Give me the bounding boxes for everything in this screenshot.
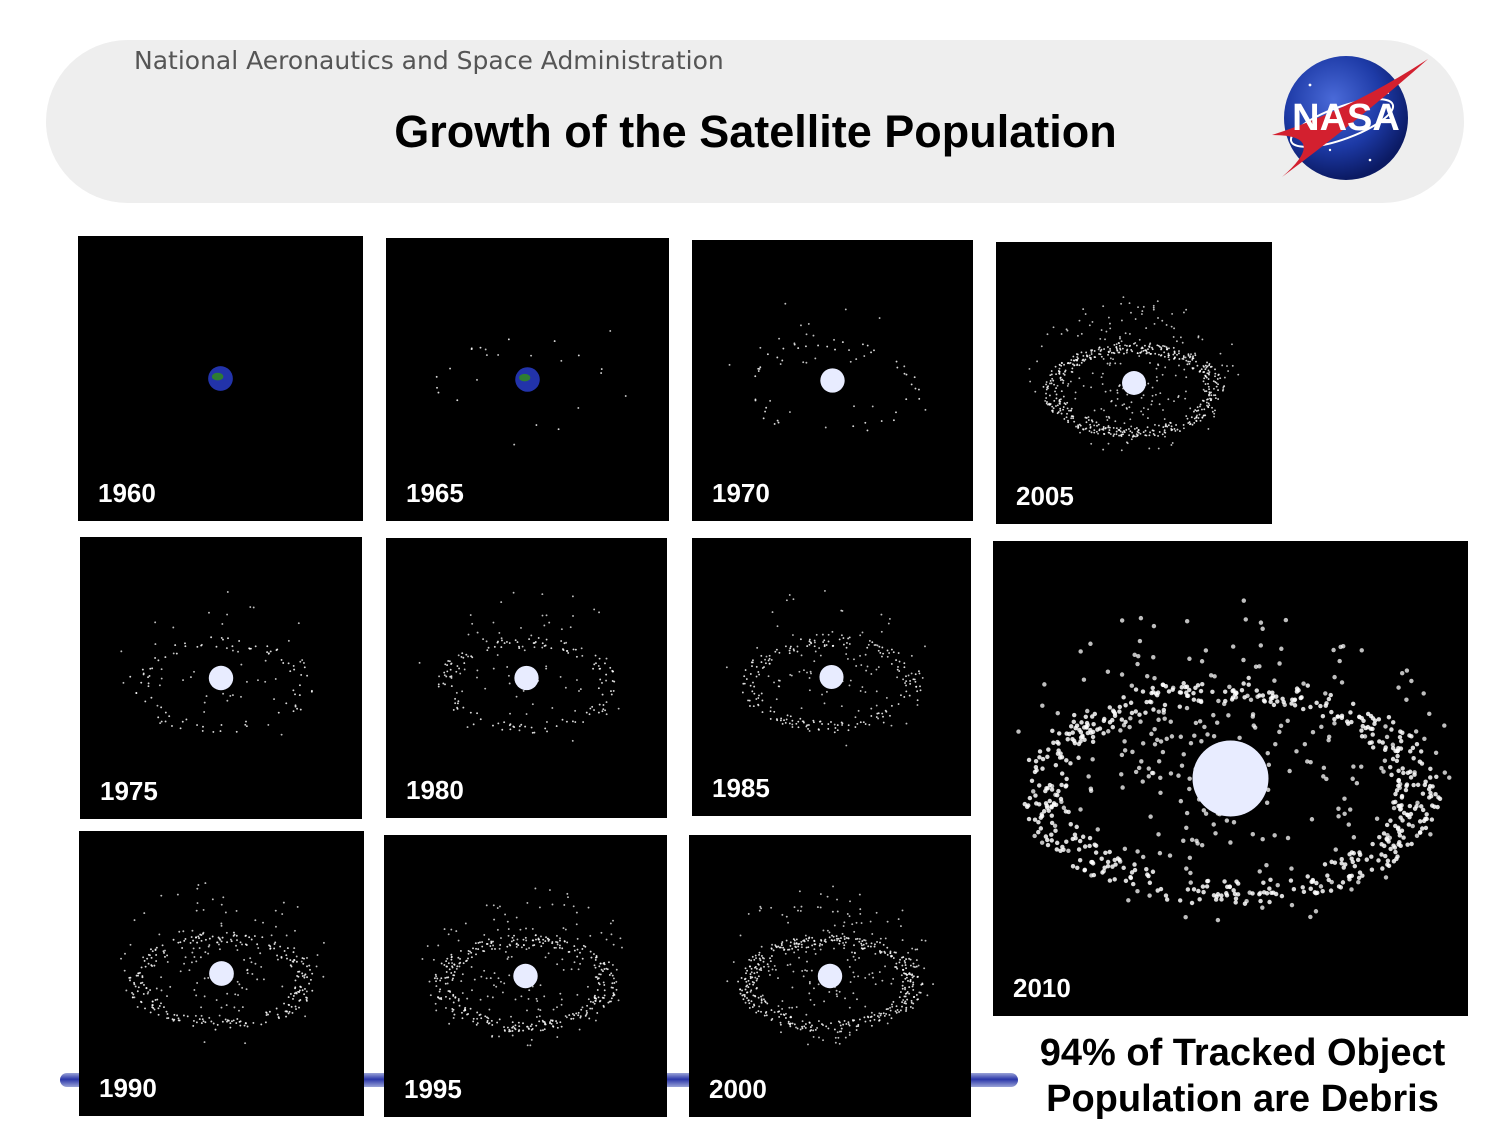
year-label: 2005 <box>1016 481 1074 511</box>
year-label: 1960 <box>98 478 156 508</box>
debris-field-2005 <box>1028 296 1240 452</box>
nasa-logo: NASA <box>1272 56 1428 180</box>
panel-1970: 1970 <box>692 240 973 521</box>
panel-1960: 1960 <box>78 236 363 521</box>
header-banner <box>46 40 1464 203</box>
earth-icon <box>209 961 234 986</box>
debris-field-1975 <box>120 591 313 736</box>
earth-icon <box>819 664 844 690</box>
year-label: 1970 <box>712 478 770 508</box>
debris-field-1960 <box>208 366 233 391</box>
debris-field-1985 <box>725 589 926 747</box>
debris-field-1970 <box>728 302 927 432</box>
panel-1975: 1975 <box>80 537 362 819</box>
agency-name: National Aeronautics and Space Administr… <box>134 46 724 75</box>
debris-field-2010 <box>1016 598 1452 923</box>
panel-1965: 1965 <box>386 238 669 521</box>
earth-icon <box>817 963 843 989</box>
panel-1990: 1990 <box>79 831 364 1116</box>
year-label: 1985 <box>712 773 770 803</box>
debris-field-1980 <box>418 591 620 742</box>
panel-2005: 2005 <box>996 242 1272 524</box>
year-label: 1975 <box>100 776 158 806</box>
panel-2010: 2010 <box>993 541 1468 1016</box>
nasa-logo-text: NASA <box>1292 97 1400 139</box>
debris-field-1995 <box>421 887 623 1047</box>
caption-line-2: Population are Debris <box>1046 1078 1439 1120</box>
panel-2000: 2000 <box>689 835 971 1117</box>
earth-icon <box>1122 371 1146 395</box>
earth-icon <box>1192 740 1269 817</box>
panel-1985: 1985 <box>692 538 971 816</box>
year-label: 1980 <box>406 775 464 805</box>
debris-field-1990 <box>120 882 325 1045</box>
year-label: 2000 <box>709 1074 767 1104</box>
panel-1995: 1995 <box>384 835 667 1117</box>
earth-icon <box>514 665 539 691</box>
panel-1980: 1980 <box>386 538 667 818</box>
year-label: 1965 <box>406 478 464 508</box>
caption-line-1: 94% of Tracked Object <box>1039 1032 1446 1074</box>
earth-icon <box>513 963 538 989</box>
caption: 94% of Tracked Object Population are Deb… <box>995 1030 1490 1122</box>
year-label: 1990 <box>99 1073 157 1103</box>
year-label: 2010 <box>1013 973 1071 1003</box>
debris-field-1965 <box>435 329 627 446</box>
earth-icon <box>208 665 234 691</box>
page-title: Growth of the Satellite Population <box>394 106 1117 157</box>
earth-icon <box>820 368 845 393</box>
year-label: 1995 <box>404 1074 462 1104</box>
debris-field-2000 <box>726 885 935 1046</box>
